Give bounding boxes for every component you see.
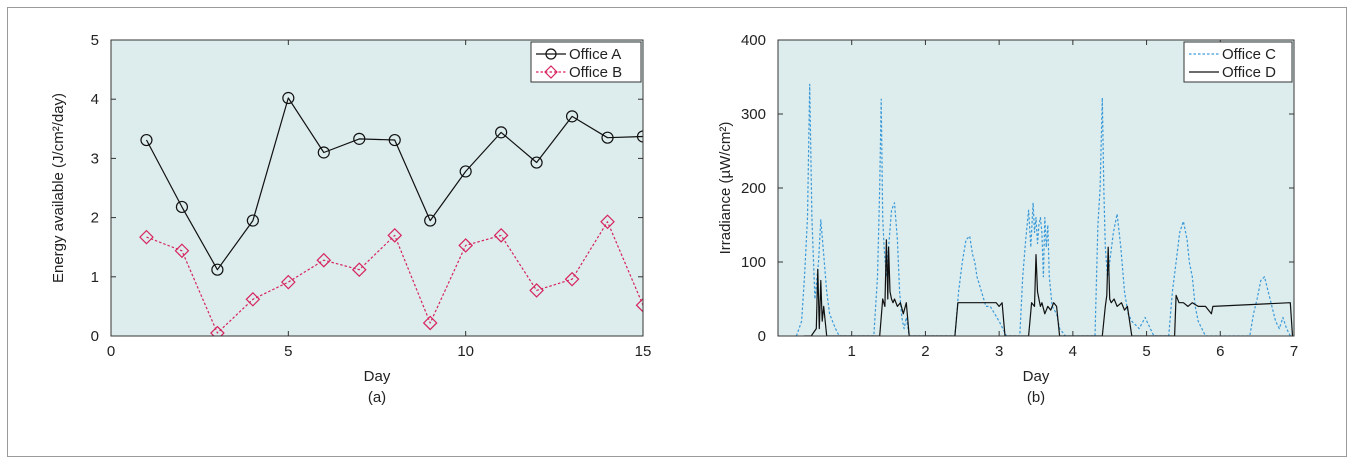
- x-tick-label: 2: [921, 343, 929, 360]
- legend-label: Office D: [1222, 64, 1276, 81]
- data-point: [493, 228, 509, 243]
- series-group: [139, 91, 643, 336]
- data-point: [601, 131, 614, 144]
- panel-caption: (a): [368, 389, 386, 406]
- y-tick-label: 300: [741, 106, 766, 123]
- data-point: [316, 252, 332, 268]
- y-tick-label: 4: [91, 91, 99, 108]
- series-line-office-a: [145, 97, 643, 271]
- data-point: [564, 271, 580, 287]
- y-tick-label: 3: [91, 150, 99, 167]
- panel-caption: (b): [1027, 389, 1045, 406]
- x-tick-label: 4: [1069, 343, 1077, 360]
- data-point: [351, 262, 367, 278]
- chart-panel-a: 0 5 10 15 0 1 2 3 4 5 Day Energy available (J/cm²/d…: [50, 32, 651, 406]
- data-point: [282, 91, 295, 105]
- x-tick-label: 0: [107, 343, 115, 360]
- x-tick-label: 5: [284, 343, 292, 360]
- x-axis-label: Day: [364, 368, 391, 385]
- plot-frame: [110, 39, 644, 337]
- x-tick-label: 5: [1142, 343, 1150, 360]
- data-point: [387, 228, 403, 243]
- series-line-office-b: [146, 221, 643, 334]
- data-point: [424, 214, 437, 227]
- series-group: [795, 83, 1294, 336]
- x-tick-label: 3: [995, 343, 1003, 360]
- plot-frame: [777, 39, 1295, 337]
- plot-background: [111, 40, 643, 336]
- plot-background: [778, 40, 1294, 336]
- data-point: [600, 214, 615, 230]
- series-line-office-d: [803, 239, 1294, 336]
- data-point: [459, 165, 472, 178]
- data-point: [139, 229, 154, 245]
- data-point: [210, 325, 225, 336]
- series-line-office-c: [795, 83, 1291, 336]
- legend-marker: [544, 65, 558, 79]
- data-point: [635, 297, 643, 313]
- data-point: [529, 283, 544, 298]
- y-tick-label: 2: [91, 210, 99, 227]
- data-point: [246, 214, 259, 227]
- y-tick-label: 100: [741, 254, 766, 271]
- y-tick-label: 1: [91, 269, 99, 286]
- data-point: [211, 263, 224, 276]
- y-tick-label: 200: [741, 180, 766, 197]
- y-axis-label: Irradiance (µW/cm²): [717, 122, 734, 255]
- data-point: [388, 133, 401, 147]
- y-axis-label: Energy available (J/cm²/day): [50, 93, 67, 283]
- x-tick-label: 15: [635, 343, 652, 360]
- x-axis-label: Day: [1023, 368, 1050, 385]
- y-tick-label: 400: [741, 32, 766, 49]
- data-point: [565, 110, 579, 123]
- y-tick-label: 0: [91, 328, 99, 345]
- legend-label: Office A: [569, 46, 621, 63]
- x-tick-label: 7: [1290, 343, 1298, 360]
- data-point: [353, 132, 366, 145]
- y-tick-label: 0: [758, 328, 766, 345]
- x-tick-label: 10: [457, 343, 474, 360]
- figure-frame: 0 5 10 15 0 1 2 3 4 5 Day Energy available (J/cm²/d…: [7, 7, 1347, 457]
- legend-label: Office B: [569, 64, 622, 81]
- data-point: [175, 200, 189, 214]
- data-point: [495, 126, 508, 139]
- chart-panel-b: 1 2 3 4 5 6 7 0 100 200 300 400 Day Irradiance (µW/cm…: [717, 32, 1298, 406]
- data-point: [245, 291, 261, 307]
- data-point: [530, 156, 543, 169]
- data-point: [280, 274, 296, 290]
- data-point: [174, 243, 190, 259]
- legend-box: [1183, 41, 1293, 83]
- data-point: [422, 315, 438, 331]
- data-point: [636, 130, 643, 143]
- legend-marker: [545, 48, 557, 60]
- y-tick-label: 5: [91, 32, 99, 49]
- x-tick-label: 6: [1216, 343, 1224, 360]
- legend-label: Office C: [1222, 46, 1276, 63]
- data-point: [458, 238, 474, 253]
- x-tick-label: 1: [848, 343, 856, 360]
- data-point: [317, 146, 330, 159]
- data-point: [140, 133, 153, 147]
